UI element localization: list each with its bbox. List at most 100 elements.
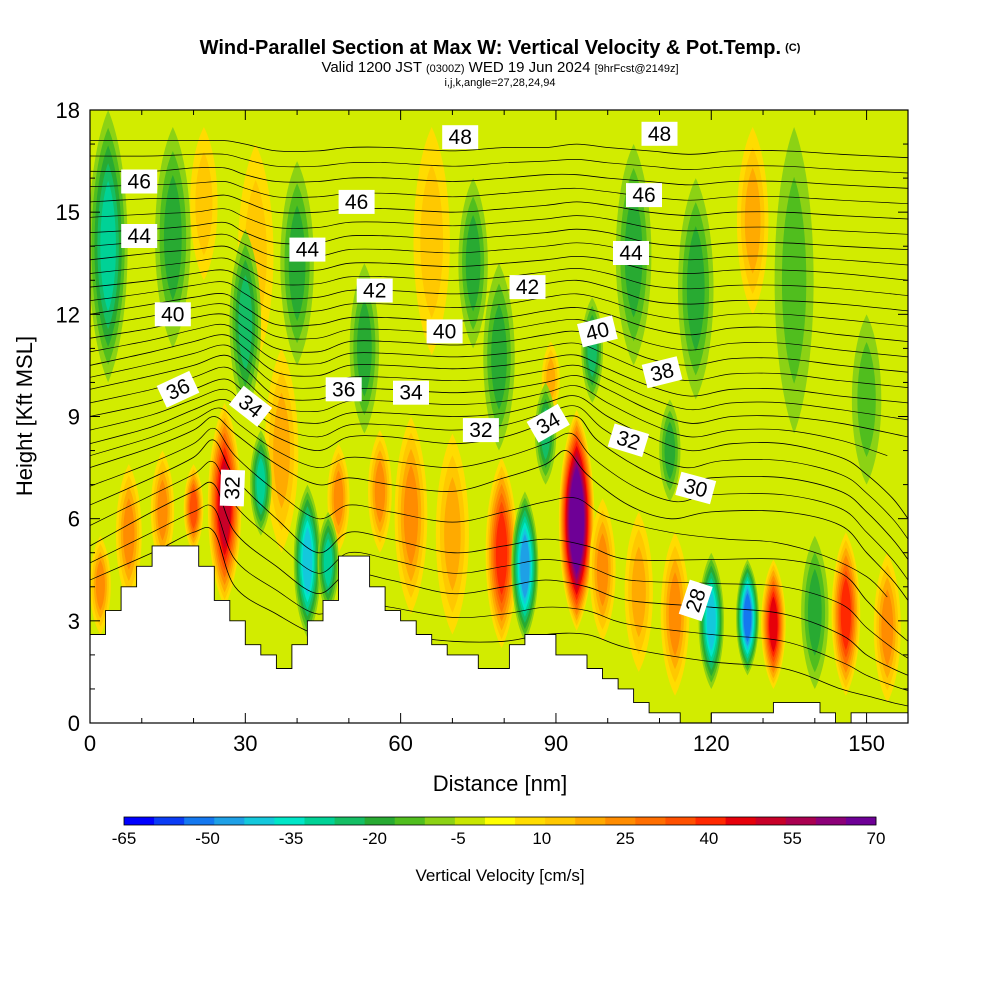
theta-label-box (626, 183, 662, 208)
colorbar-tick-label: -35 (279, 829, 304, 848)
theta-label: 28 (678, 579, 713, 622)
theta-label: 48 (641, 121, 678, 146)
theta-isoline (90, 427, 888, 598)
colorbar-tick-label: -65 (112, 829, 137, 848)
theta-label: 30 (675, 471, 717, 505)
velocity-cell (736, 127, 769, 315)
velocity-band (571, 476, 583, 565)
velocity-band (444, 477, 461, 591)
colorbar-swatch (244, 817, 275, 825)
velocity-band (668, 572, 682, 656)
theta-label: 32 (462, 418, 499, 443)
forecast-tag: [9hrFcst@2149z] (594, 63, 679, 75)
velocity-cell (851, 314, 882, 485)
velocity-band (189, 488, 198, 529)
theta-label-box (156, 370, 200, 408)
velocity-band (840, 577, 851, 651)
chart-title-block: Wind-Parallel Section at Max W: Vertical… (0, 36, 1000, 89)
colorbar-swatch (845, 817, 877, 825)
theta-isoline (90, 245, 908, 281)
theta-isoline (90, 323, 908, 388)
theta-label: 44 (613, 241, 649, 265)
valid-date: WED 19 Jun 2024 (468, 59, 591, 76)
theta-isoline (90, 439, 908, 642)
theta-label: 40 (426, 319, 463, 344)
colorbar-swatch (635, 817, 666, 825)
velocity-band (769, 596, 778, 653)
x-tick-label: 90 (544, 731, 568, 756)
chart-title: Wind-Parallel Section at Max W: Vertical… (199, 37, 782, 59)
colorbar-swatch (785, 817, 817, 825)
theta-isoline (90, 166, 908, 189)
theta-isoline (90, 194, 908, 220)
y-axis-label: Height [Kft MSL] (12, 336, 37, 496)
colorbar-tick-label: -50 (195, 829, 220, 848)
colorbar-swatch (755, 817, 787, 825)
theta-isoline (90, 354, 908, 438)
colorbar-swatch (605, 817, 636, 825)
theta-label-text: 40 (583, 318, 611, 346)
colorbar-tick-label: 70 (867, 829, 886, 848)
theta-isoline (90, 388, 908, 540)
y-tick-label: 9 (68, 405, 80, 430)
colorbar-tick-label: 55 (783, 829, 802, 848)
valid-prefix: Valid 1200 JST (321, 59, 422, 76)
velocity-band (256, 457, 266, 509)
colorbar-swatch (484, 817, 516, 825)
colorbar-swatch (184, 817, 215, 825)
index-line: i,j,k,angle=27,28,24,94 (444, 77, 556, 89)
theta-label: 46 (338, 189, 375, 214)
theta-label-text: 44 (619, 242, 643, 265)
velocity-band (706, 590, 716, 651)
velocity-cell (511, 491, 539, 642)
theta-label-text: 40 (433, 320, 456, 343)
theta-label-box (393, 380, 429, 405)
theta-label-box (641, 121, 678, 146)
theta-label-box (678, 579, 713, 622)
velocity-band (403, 464, 419, 566)
y-tick-label: 6 (68, 507, 80, 532)
theta-label-box (509, 275, 546, 300)
velocity-cell (660, 532, 690, 696)
velocity-cell (115, 464, 142, 604)
colorbar-swatch (545, 817, 576, 825)
velocity-band (195, 151, 213, 256)
velocity-cell (155, 127, 191, 349)
theta-isoline (90, 344, 908, 421)
theta-label: 36 (325, 377, 362, 402)
theta-isoline (90, 269, 908, 312)
theta-label-box (154, 302, 191, 327)
theta-label-box (462, 418, 499, 443)
colorbar-swatch (424, 817, 456, 825)
colorbar-swatch (815, 817, 847, 825)
theta-isoline (90, 460, 908, 659)
theta-label: 42 (356, 278, 393, 303)
theta-label-box (325, 377, 362, 402)
theta-label-box (219, 469, 246, 507)
velocity-cell (873, 552, 901, 703)
x-tick-label: 30 (233, 731, 257, 756)
colorbar-swatch (304, 817, 335, 825)
x-tick-label: 120 (693, 731, 730, 756)
theta-isoline (90, 334, 908, 404)
theta-label-text: 44 (296, 239, 320, 262)
velocity-cell (413, 127, 450, 356)
colorbar-swatch (394, 817, 426, 825)
theta-isoline (90, 233, 908, 266)
colorbar-swatch (334, 817, 366, 825)
theta-label-text: 46 (345, 191, 368, 214)
theta-label-box (607, 423, 650, 458)
theta-label-text: 48 (449, 126, 472, 149)
theta-label: 42 (509, 275, 546, 300)
theta-isoline (90, 504, 908, 691)
velocity-cell (736, 559, 759, 676)
velocity-band (288, 205, 306, 322)
colorbar-tick-label: -20 (362, 829, 387, 848)
velocity-band (596, 533, 609, 607)
theta-label-box (641, 356, 683, 389)
velocity-cell (458, 178, 488, 349)
theta-label: 46 (626, 183, 662, 208)
x-tick-label: 60 (388, 731, 412, 756)
colorbar-swatch (364, 817, 396, 825)
